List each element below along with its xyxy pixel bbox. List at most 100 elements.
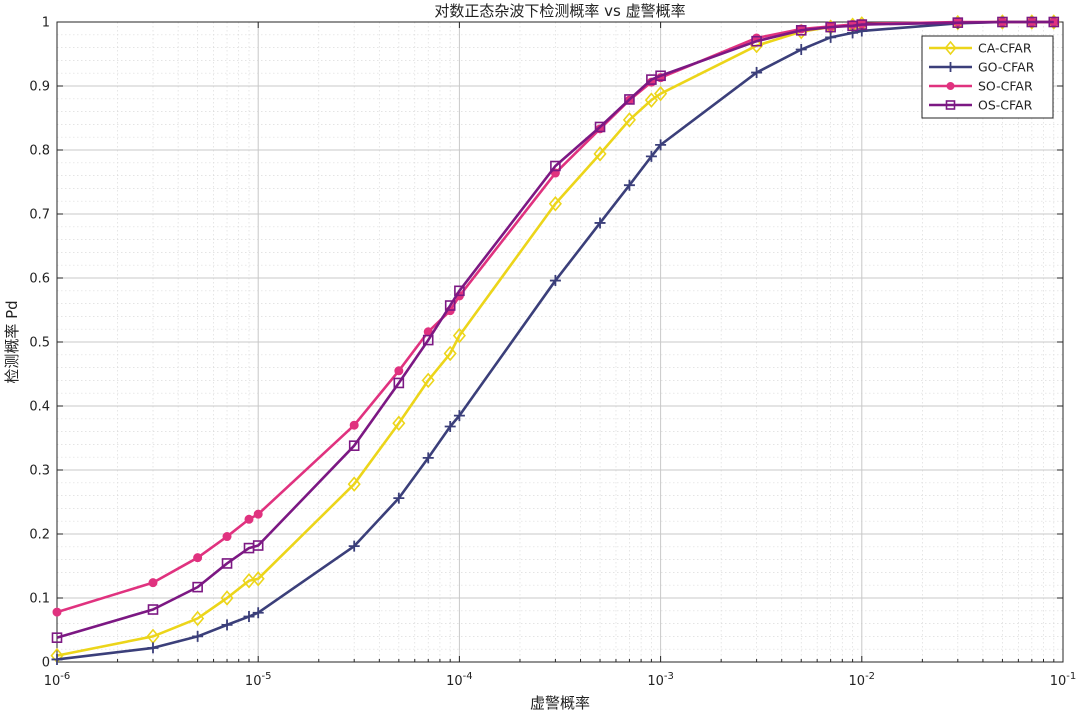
data-point (244, 514, 254, 524)
data-point (148, 578, 158, 588)
data-point (944, 40, 957, 56)
data-point (594, 217, 606, 229)
data-point (193, 553, 203, 563)
data-point (622, 112, 636, 128)
data-point (594, 121, 606, 133)
data-point (422, 452, 434, 464)
data-point (825, 31, 837, 43)
data-point (243, 611, 255, 623)
data-point (393, 492, 405, 504)
data-point (997, 16, 1008, 28)
ticks-layer: 0 0.1 0.2 0.3 0.4 0.5 0.6 0.7 0.8 0.9 1 10-6 10-5 10-… (29, 16, 1076, 690)
data-point (795, 44, 807, 56)
legend-label: OS-CFAR (978, 98, 1033, 113)
data-point (394, 366, 404, 376)
x-tick-label: 10-1 (1050, 671, 1077, 689)
data-point (393, 377, 405, 389)
x-tick-label: 10-3 (647, 671, 674, 689)
data-point (549, 275, 561, 287)
y-tick-label: 0.9 (29, 80, 50, 95)
data-point (645, 150, 657, 162)
data-point (945, 100, 956, 110)
data-point (655, 70, 666, 82)
x-tick-label: 10-4 (446, 671, 473, 689)
data-point (220, 590, 234, 606)
y-tick-label: 0.2 (29, 528, 50, 543)
data-point (655, 139, 667, 151)
series-layer (50, 14, 1061, 665)
data-point (221, 619, 233, 631)
data-point (349, 420, 359, 430)
y-tick-label: 0.8 (29, 144, 50, 159)
data-point (147, 642, 159, 654)
data-point (654, 85, 668, 102)
legend-label: GO-CFAR (978, 60, 1035, 75)
y-tick-label: 0.5 (29, 336, 50, 351)
y-tick-label: 0.4 (29, 400, 50, 415)
data-point (222, 532, 232, 542)
legend-label: CA-CFAR (978, 41, 1032, 56)
data-point (221, 558, 233, 569)
data-point (847, 27, 859, 39)
data-point (192, 581, 203, 593)
data-point (795, 25, 807, 36)
data-point (444, 420, 456, 432)
data-point (253, 509, 263, 519)
data-point (548, 196, 562, 212)
legend: CA-CFAR GO-CFAR SO-CFAR OS-CFAR (921, 35, 1054, 119)
data-point (825, 21, 836, 33)
y-tick-label: 0 (42, 656, 50, 671)
data-point (644, 92, 658, 108)
data-point (1026, 16, 1038, 28)
data-point (945, 62, 956, 72)
data-point (422, 334, 434, 346)
data-point (52, 607, 62, 617)
legend-item-ca-cfar: CA-CFAR (929, 41, 1032, 56)
y-tick-label: 1 (42, 16, 50, 31)
y-axis-label: 检测概率 Pd (3, 300, 21, 383)
data-point (856, 19, 868, 30)
data-point (1048, 16, 1060, 28)
x-tick-label: 10-5 (245, 671, 272, 689)
y-tick-label: 0.3 (29, 464, 50, 479)
legend-item-go-cfar: GO-CFAR (929, 60, 1035, 75)
data-point (392, 415, 406, 432)
data-point (452, 327, 466, 344)
series-line (56, 20, 1054, 639)
data-point (147, 604, 159, 615)
data-point (550, 160, 561, 172)
chart-title: 对数正态杂波下检测概率 vs 虚警概率 (434, 2, 685, 20)
data-point (348, 540, 360, 552)
data-point (51, 632, 63, 643)
legend-item-os-cfar: OS-CFAR (929, 98, 1033, 113)
x-tick-label: 10-6 (44, 671, 71, 689)
data-point (192, 630, 204, 642)
y-tick-label: 0.6 (29, 272, 50, 287)
data-point (191, 610, 205, 627)
data-point (252, 540, 264, 551)
data-point (946, 82, 955, 90)
y-tick-label: 0.1 (29, 592, 50, 607)
data-point (453, 410, 465, 422)
y-tick-label: 0.7 (29, 208, 50, 223)
legend-label: SO-CFAR (978, 79, 1033, 94)
data-point (593, 146, 607, 162)
data-point (443, 345, 457, 362)
series-os-cfar (51, 16, 1060, 643)
data-point (252, 607, 264, 619)
x-tick-label: 10-2 (849, 671, 876, 689)
data-point (444, 300, 456, 311)
legend-item-so-cfar: SO-CFAR (929, 79, 1033, 94)
data-point (623, 179, 635, 191)
data-point (751, 67, 763, 79)
data-point (421, 372, 435, 389)
data-point (454, 285, 465, 297)
data-point (751, 35, 762, 47)
data-point (348, 440, 360, 451)
data-point (251, 571, 265, 587)
data-point (624, 94, 635, 105)
data-point (952, 17, 964, 28)
